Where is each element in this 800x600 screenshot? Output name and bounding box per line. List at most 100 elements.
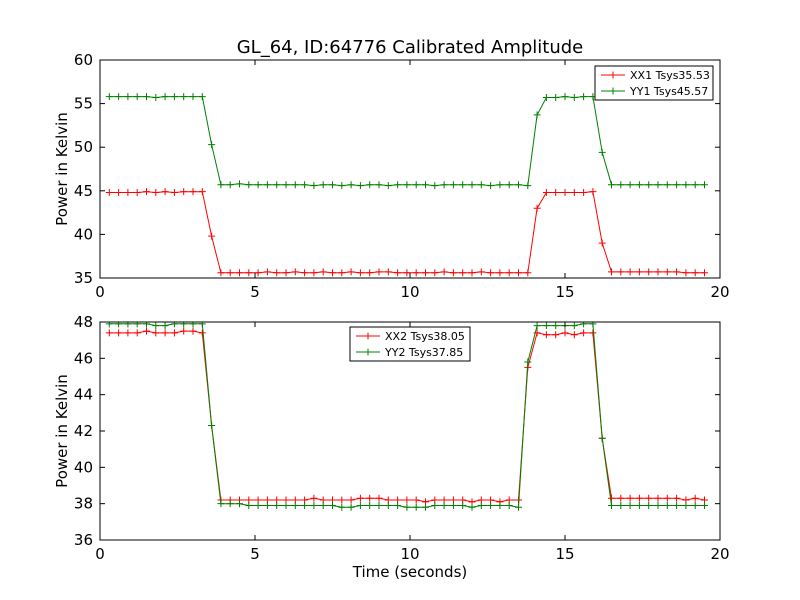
data-point: [654, 268, 662, 276]
data-point: [487, 182, 495, 190]
data-point: [440, 181, 448, 189]
data-point: [394, 181, 402, 189]
series-yy1: [105, 93, 708, 190]
data-point: [412, 503, 420, 511]
x-tick-label: 20: [710, 545, 729, 563]
data-point: [356, 501, 364, 509]
data-point: [459, 501, 467, 509]
y-tick-label: 38: [74, 495, 93, 513]
legend-marker: [609, 87, 617, 95]
data-point: [245, 501, 253, 509]
data-point: [143, 327, 150, 335]
data-point: [273, 269, 281, 277]
data-point: [403, 503, 411, 511]
data-point: [552, 331, 560, 339]
data-point: [394, 501, 402, 509]
data-point: [347, 268, 355, 276]
data-point: [152, 189, 160, 197]
data-point: [505, 501, 513, 509]
data-point: [301, 501, 309, 509]
data-point: [496, 269, 504, 277]
data-point: [124, 189, 132, 197]
data-point: [263, 501, 271, 509]
data-point: [189, 93, 197, 101]
data-point: [515, 503, 522, 511]
data-point: [347, 496, 355, 504]
data-point: [580, 322, 588, 328]
data-point: [217, 269, 225, 277]
data-point: [589, 329, 597, 337]
data-point: [115, 322, 123, 328]
data-point: [468, 181, 476, 189]
data-point: [273, 181, 281, 189]
data-point: [161, 329, 169, 337]
data-point: [198, 188, 206, 196]
data-point: [170, 189, 178, 197]
data-point: [412, 496, 420, 504]
data-point: [180, 322, 188, 328]
data-point: [254, 501, 262, 509]
data-point: [208, 141, 216, 149]
data-point: [180, 327, 188, 335]
legend-entry: YY2 Tsys37.85: [356, 346, 463, 359]
legend: XX2 Tsys38.05 YY2 Tsys37.85: [349, 326, 471, 362]
data-point: [412, 269, 420, 277]
data-point: [180, 188, 188, 196]
data-point: [356, 494, 364, 502]
data-point: [384, 268, 392, 276]
data-point: [524, 269, 532, 277]
data-point: [412, 181, 420, 189]
data-point: [319, 501, 327, 509]
data-point: [170, 93, 178, 101]
data-point: [236, 500, 243, 508]
data-point: [673, 494, 681, 502]
data-point: [645, 181, 653, 189]
data-point: [133, 322, 141, 328]
data-point: [598, 148, 606, 156]
x-tick-label: 0: [95, 545, 105, 563]
data-point: [477, 501, 485, 509]
data-point: [105, 189, 113, 197]
x-tick-label: 15: [555, 283, 574, 301]
data-point: [598, 239, 606, 247]
data-point: [608, 181, 615, 189]
data-point: [375, 494, 383, 502]
data-point: [403, 181, 411, 189]
data-point: [236, 180, 243, 188]
legend-marker: [609, 71, 617, 79]
data-point: [189, 327, 197, 335]
data-point: [366, 269, 374, 277]
legend-label: XX2 Tsys38.05: [385, 330, 465, 343]
data-point: [645, 268, 653, 276]
data-point: [347, 181, 355, 189]
data-point: [626, 501, 634, 509]
data-point: [542, 322, 550, 330]
data-point: [552, 93, 560, 101]
data-point: [338, 269, 346, 277]
data-point: [580, 189, 588, 197]
legend-entry: YY1 Tsys45.57: [601, 85, 708, 98]
data-point: [515, 181, 522, 189]
data-point: [459, 181, 467, 189]
data-point: [570, 322, 578, 330]
data-point: [403, 269, 411, 277]
data-point: [329, 181, 336, 189]
x-tick-label: 20: [710, 283, 729, 301]
data-point: [254, 181, 262, 189]
y-axis-label: Power in Kelvin: [53, 374, 71, 488]
data-point: [161, 188, 169, 196]
legend-marker: [364, 348, 372, 356]
data-point: [542, 331, 550, 339]
data-point: [217, 500, 225, 508]
data-point: [329, 269, 336, 277]
data-point: [263, 181, 271, 189]
data-point: [580, 329, 588, 337]
data-point: [617, 181, 625, 189]
x-tick-label: 10: [400, 283, 419, 301]
legend-label: XX1 Tsys35.53: [630, 69, 710, 82]
data-point: [673, 268, 681, 276]
data-point: [356, 182, 364, 190]
data-point: [561, 329, 569, 337]
data-point: [170, 322, 178, 328]
data-point: [329, 501, 336, 509]
